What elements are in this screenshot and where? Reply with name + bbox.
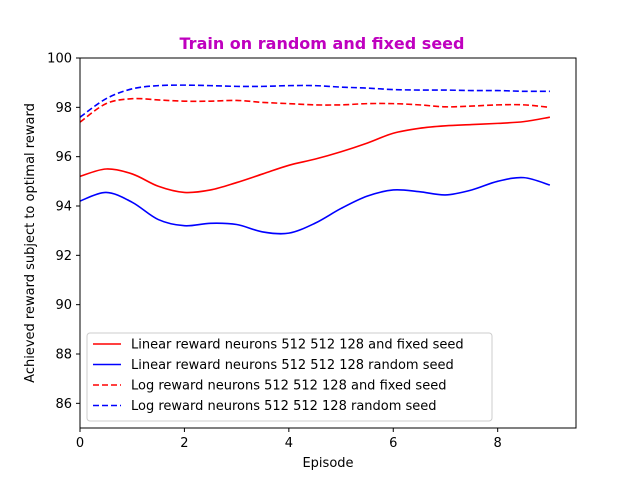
x-tick-label: 2 xyxy=(180,436,188,451)
legend: Linear reward neurons 512 512 128 and fi… xyxy=(86,332,493,422)
plot-frame xyxy=(79,57,577,429)
y-axis-label: Achieved reward subject to optimal rewar… xyxy=(23,103,38,383)
y-tick-label: 100 xyxy=(47,52,72,67)
y-tick-label: 98 xyxy=(55,101,72,116)
x-tick-label: 0 xyxy=(76,436,84,451)
x-axis: 0 2 4 6 8 xyxy=(76,428,502,451)
y-tick-label: 90 xyxy=(55,298,72,313)
series-line-1 xyxy=(79,116,551,194)
y-tick-label: 88 xyxy=(55,348,72,363)
x-tick-label: 8 xyxy=(494,436,502,451)
y-tick-label: 94 xyxy=(55,200,72,215)
legend-label-1: Linear reward neurons 512 512 128 and fi… xyxy=(131,338,464,353)
legend-label-3: Log reward neurons 512 512 128 and fixed… xyxy=(131,379,446,394)
legend-label-2: Linear reward neurons 512 512 128 random… xyxy=(131,358,454,373)
x-tick-label: 6 xyxy=(389,436,397,451)
x-tick-label: 4 xyxy=(285,436,293,451)
x-axis-label: Episode xyxy=(302,456,353,471)
y-tick-label: 96 xyxy=(55,150,72,165)
y-tick-label: 92 xyxy=(55,249,72,264)
y-tick-label: 86 xyxy=(55,397,72,412)
series-line-4 xyxy=(79,84,550,118)
chart-title: Train on random and fixed seed xyxy=(180,34,465,53)
series-layer xyxy=(79,84,551,235)
legend-box xyxy=(86,332,493,422)
y-axis: 86 88 90 92 94 96 98 100 xyxy=(47,52,80,412)
series-line-3 xyxy=(79,97,550,123)
legend-label-4: Log reward neurons 512 512 128 random se… xyxy=(131,399,437,414)
series-line-2 xyxy=(79,176,551,235)
